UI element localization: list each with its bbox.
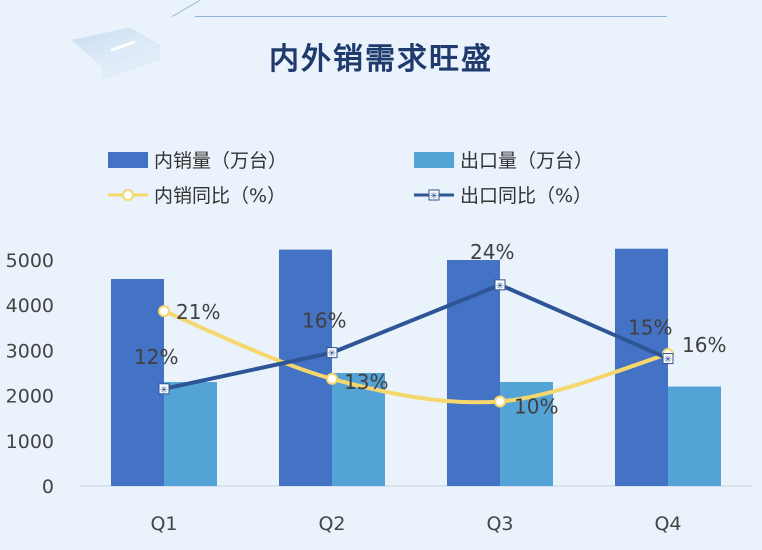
point-export-yoy <box>158 383 170 395</box>
x-tick-label: Q1 <box>150 513 177 535</box>
bar-domestic-volume <box>279 249 332 486</box>
y-tick-label: 4000 <box>6 295 54 317</box>
y-tick-label: 0 <box>42 476 54 498</box>
data-label-domestic-yoy: 10% <box>514 394 558 418</box>
x-tick-label: Q2 <box>318 513 345 535</box>
data-label-domestic-yoy: 13% <box>344 370 388 394</box>
x-tick-label: Q3 <box>486 513 513 535</box>
data-label-export-yoy: 12% <box>134 345 178 369</box>
point-export-yoy-marker: ✳ <box>664 355 672 366</box>
x-tick-label: Q4 <box>654 513 681 535</box>
bar-export-volume <box>164 382 217 486</box>
y-tick-label: 5000 <box>6 250 54 272</box>
bar-domestic-volume <box>111 278 164 486</box>
point-domestic-yoy <box>326 372 338 385</box>
decorative-header-line <box>195 16 667 17</box>
y-tick-label: 3000 <box>6 340 54 362</box>
decorative-logo-shape <box>70 27 162 80</box>
y-tick-label: 1000 <box>6 431 54 453</box>
point-export-yoy-marker: ✳ <box>160 385 168 396</box>
bar-export-volume <box>668 386 721 486</box>
data-label-export-yoy: 16% <box>302 309 346 333</box>
data-label-domestic-yoy: 16% <box>682 333 726 357</box>
data-label-export-yoy: 15% <box>628 316 672 340</box>
line-export-yoy <box>163 282 669 391</box>
y-tick-label: 2000 <box>6 386 54 408</box>
point-domestic-yoy <box>158 305 170 318</box>
point-export-yoy-marker: ✳ <box>328 349 336 360</box>
data-label-export-yoy: 24% <box>470 240 514 264</box>
line-domestic-yoy <box>163 309 669 405</box>
point-export-yoy <box>662 353 674 365</box>
point-domestic-yoy <box>494 395 506 408</box>
point-export-yoy <box>494 279 506 291</box>
page-title: 内外销需求旺盛 <box>269 42 493 77</box>
point-export-yoy <box>326 347 338 359</box>
data-label-domestic-yoy: 21% <box>176 300 220 324</box>
point-export-yoy-marker: ✳ <box>496 281 504 292</box>
